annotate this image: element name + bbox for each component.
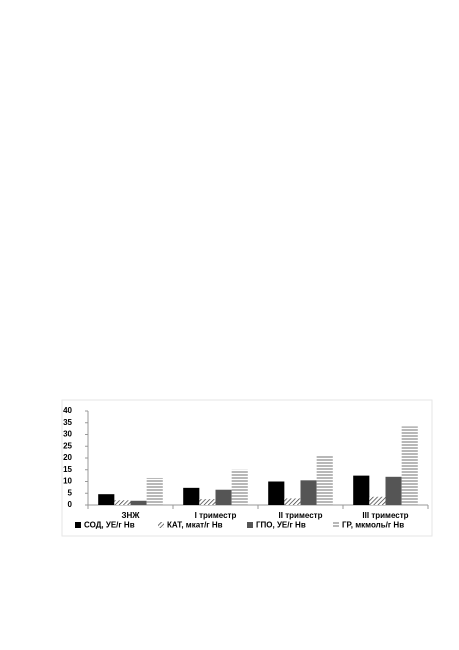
x-tick-label: I триместр xyxy=(195,511,237,520)
bar xyxy=(401,426,418,505)
y-tick-label: 20 xyxy=(63,453,72,462)
y-tick-label: 5 xyxy=(68,488,73,497)
legend-label: ГР, мкмоль/г Нв xyxy=(342,521,404,530)
bar xyxy=(300,480,317,505)
bar xyxy=(316,455,333,505)
legend-swatch xyxy=(333,522,339,528)
bar xyxy=(369,496,386,505)
y-tick-label: 15 xyxy=(63,465,72,474)
bar xyxy=(199,499,216,505)
bar xyxy=(130,500,147,505)
bar xyxy=(231,469,248,505)
legend-swatch xyxy=(75,522,81,528)
y-tick-label: 25 xyxy=(63,441,72,450)
y-tick-label: 10 xyxy=(63,477,72,486)
y-tick-label: 35 xyxy=(63,418,72,427)
bar xyxy=(98,494,115,505)
legend-label: КАТ, мкат/г Нв xyxy=(167,521,223,530)
y-tick-label: 40 xyxy=(63,406,72,415)
x-tick-label: II триместр xyxy=(279,511,323,520)
legend-swatch xyxy=(247,522,253,528)
y-tick-label: 30 xyxy=(63,430,72,439)
x-tick-label: III триместр xyxy=(362,511,408,520)
chart-frame xyxy=(61,399,433,537)
bar xyxy=(114,500,131,505)
bar xyxy=(146,477,163,505)
bar xyxy=(268,481,285,505)
x-tick-label: ЗНЖ xyxy=(121,511,140,520)
legend-label: СОД, УЕ/г Нв xyxy=(84,521,135,530)
bar xyxy=(353,475,370,505)
bar xyxy=(215,489,232,505)
bar xyxy=(385,476,402,505)
y-tick-label: 0 xyxy=(68,500,73,509)
legend-swatch xyxy=(158,522,164,528)
bar xyxy=(183,487,200,505)
legend-label: ГПО, УЕ/г Нв xyxy=(256,521,306,530)
bar xyxy=(284,498,301,505)
